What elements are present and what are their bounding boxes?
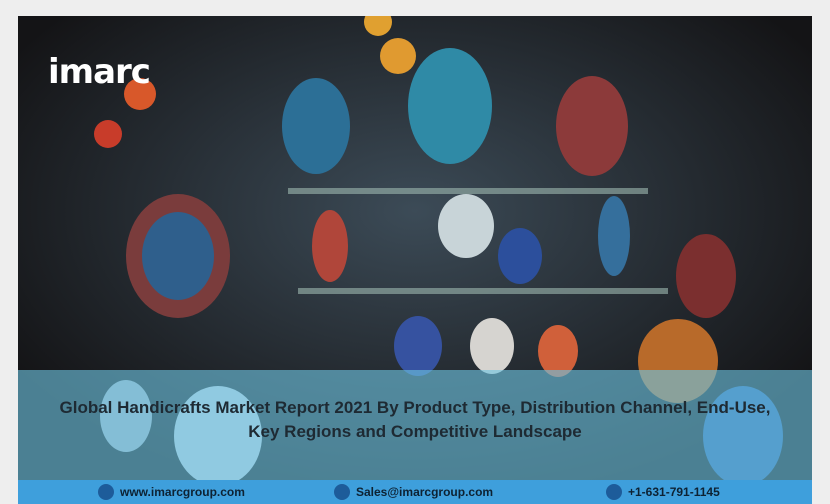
shelf [288, 188, 648, 194]
website-contact[interactable]: www.imarcgroup.com [98, 484, 245, 500]
lamp [380, 38, 416, 74]
vase [598, 196, 630, 276]
mail-icon [334, 484, 350, 500]
footer: www.imarcgroup.com Sales@imarcgroup.com … [18, 480, 812, 504]
vase [282, 78, 350, 174]
lamp [94, 120, 122, 148]
vase [556, 76, 628, 176]
vase [408, 48, 492, 164]
page: imarc Global Handicrafts Market Report 2… [0, 0, 830, 504]
jug [438, 194, 494, 258]
phone-icon [606, 484, 622, 500]
website[interactable]: www.imarcgroup.com [120, 485, 245, 499]
plate [142, 212, 214, 300]
vase [498, 228, 542, 284]
email-contact[interactable]: Sales@imarcgroup.com [334, 484, 493, 500]
shelf [298, 288, 668, 294]
report-title: Global Handicrafts Market Report 2021 By… [48, 396, 782, 444]
vase [676, 234, 736, 318]
globe-icon [98, 484, 114, 500]
banner: imarc Global Handicrafts Market Report 2… [18, 16, 812, 504]
jug [470, 318, 514, 374]
phone-contact[interactable]: +1-631-791-1145 [606, 484, 720, 500]
email[interactable]: Sales@imarcgroup.com [356, 485, 493, 499]
vase [312, 210, 348, 282]
phone[interactable]: +1-631-791-1145 [628, 485, 720, 499]
jug [394, 316, 442, 376]
logo: imarc [48, 52, 150, 92]
